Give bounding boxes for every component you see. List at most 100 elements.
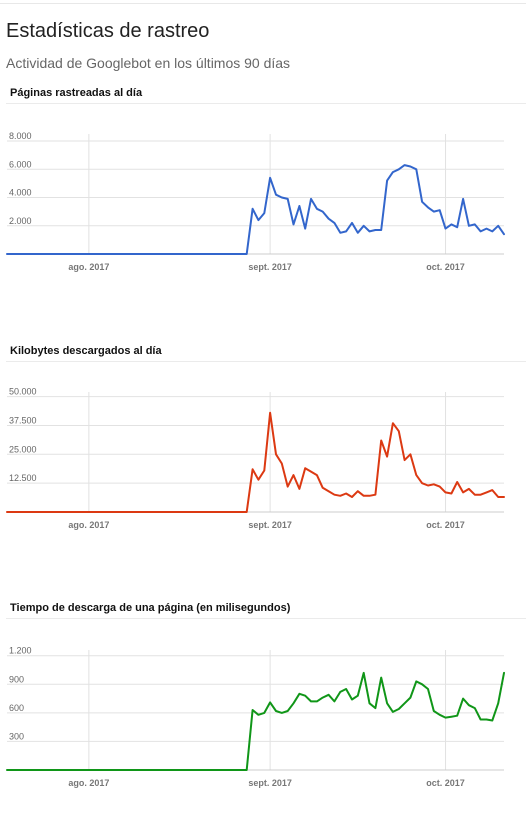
data-point[interactable] <box>426 205 430 209</box>
data-point[interactable] <box>408 452 412 456</box>
data-point[interactable] <box>479 229 483 233</box>
data-point[interactable] <box>455 714 459 718</box>
data-point[interactable] <box>467 487 471 491</box>
data-point[interactable] <box>444 227 448 231</box>
data-point[interactable] <box>484 718 488 722</box>
data-point[interactable] <box>414 167 418 171</box>
data-point[interactable] <box>309 470 313 474</box>
data-point[interactable] <box>303 227 307 231</box>
data-point[interactable] <box>5 510 9 514</box>
data-point[interactable] <box>350 221 354 225</box>
data-point[interactable] <box>391 421 395 425</box>
data-point[interactable] <box>327 489 331 493</box>
data-point[interactable] <box>403 458 407 462</box>
data-point[interactable] <box>292 473 296 477</box>
data-point[interactable] <box>502 671 506 675</box>
data-point[interactable] <box>397 167 401 171</box>
data-point[interactable] <box>315 207 319 211</box>
data-point[interactable] <box>385 455 389 459</box>
data-point[interactable] <box>315 699 319 703</box>
data-point[interactable] <box>297 487 301 491</box>
data-point[interactable] <box>321 486 325 490</box>
pages-crawled-chart[interactable]: 2.000 4.000 6.000 8.000 ago. 2017 sept. 2017 o… <box>0 130 526 280</box>
data-point[interactable] <box>461 490 465 494</box>
data-point[interactable] <box>280 462 284 466</box>
download-time-chart[interactable]: 300 600 900 1.200 ago. 2017 sept. 2017 oct. 20… <box>0 646 526 796</box>
data-point[interactable] <box>338 690 342 694</box>
data-point[interactable] <box>414 679 418 683</box>
data-point[interactable] <box>397 707 401 711</box>
data-point[interactable] <box>391 710 395 714</box>
data-point[interactable] <box>251 708 255 712</box>
data-point[interactable] <box>438 208 442 212</box>
data-point[interactable] <box>385 701 389 705</box>
data-point[interactable] <box>362 224 366 228</box>
data-point[interactable] <box>444 490 448 494</box>
data-point[interactable] <box>332 699 336 703</box>
data-point[interactable] <box>327 693 331 697</box>
data-point[interactable] <box>496 495 500 499</box>
data-point[interactable] <box>461 197 465 201</box>
data-point[interactable] <box>332 221 336 225</box>
data-point[interactable] <box>385 179 389 183</box>
data-point[interactable] <box>321 210 325 214</box>
data-point[interactable] <box>397 429 401 433</box>
data-point[interactable] <box>356 231 360 235</box>
data-point[interactable] <box>479 718 483 722</box>
data-point[interactable] <box>496 701 500 705</box>
data-point[interactable] <box>344 492 348 496</box>
data-point[interactable] <box>368 701 372 705</box>
data-point[interactable] <box>315 473 319 477</box>
data-point[interactable] <box>444 716 448 720</box>
data-point[interactable] <box>484 227 488 231</box>
data-point[interactable] <box>432 210 436 214</box>
data-point[interactable] <box>432 482 436 486</box>
data-point[interactable] <box>362 671 366 675</box>
data-point[interactable] <box>256 478 260 482</box>
data-point[interactable] <box>338 494 342 498</box>
data-point[interactable] <box>496 224 500 228</box>
data-point[interactable] <box>303 466 307 470</box>
data-point[interactable] <box>332 493 336 497</box>
data-point[interactable] <box>274 709 278 713</box>
data-point[interactable] <box>408 164 412 168</box>
data-point[interactable] <box>379 438 383 442</box>
data-point[interactable] <box>280 711 284 715</box>
data-point[interactable] <box>309 699 313 703</box>
data-point[interactable] <box>327 217 331 221</box>
data-point[interactable] <box>426 483 430 487</box>
data-point[interactable] <box>473 706 477 710</box>
data-point[interactable] <box>403 701 407 705</box>
data-point[interactable] <box>268 176 272 180</box>
data-point[interactable] <box>262 211 266 215</box>
data-point[interactable] <box>473 493 477 497</box>
data-point[interactable] <box>368 229 372 233</box>
data-point[interactable] <box>502 232 506 236</box>
data-point[interactable] <box>274 193 278 197</box>
data-point[interactable] <box>368 494 372 498</box>
data-point[interactable] <box>256 218 260 222</box>
data-point[interactable] <box>297 204 301 208</box>
data-point[interactable] <box>344 687 348 691</box>
data-point[interactable] <box>297 692 301 696</box>
data-point[interactable] <box>449 222 453 226</box>
data-point[interactable] <box>286 197 290 201</box>
data-point[interactable] <box>251 207 255 211</box>
data-point[interactable] <box>408 696 412 700</box>
data-point[interactable] <box>484 490 488 494</box>
data-point[interactable] <box>268 411 272 415</box>
data-point[interactable] <box>303 694 307 698</box>
data-point[interactable] <box>455 225 459 229</box>
data-point[interactable] <box>449 715 453 719</box>
data-point[interactable] <box>338 231 342 235</box>
data-point[interactable] <box>438 713 442 717</box>
series-line[interactable] <box>6 671 505 771</box>
data-point[interactable] <box>321 696 325 700</box>
data-point[interactable] <box>356 694 360 698</box>
series-line[interactable] <box>6 411 505 513</box>
data-point[interactable] <box>356 489 360 493</box>
data-point[interactable] <box>268 700 272 704</box>
data-point[interactable] <box>420 682 424 686</box>
data-point[interactable] <box>350 495 354 499</box>
data-point[interactable] <box>256 713 260 717</box>
